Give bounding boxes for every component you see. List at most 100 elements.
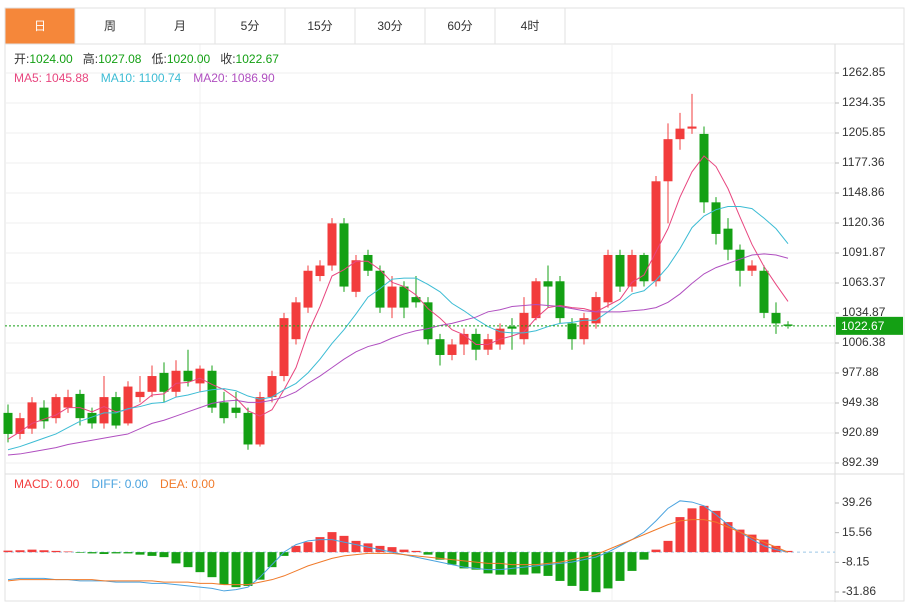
candle-body [171,370,181,392]
tab[interactable]: 15分 [284,7,356,45]
candle-body [327,223,337,266]
macd-bar [159,552,169,558]
macd-bar [255,552,265,580]
tab[interactable]: 4时 [494,7,566,45]
macd-bar [75,552,85,553]
macd-bar [291,545,301,553]
ohlc-info: 开:1024.00 高:1027.08 低:1020.00 收:1022.67 [14,51,279,66]
macd-bar [15,550,25,553]
macd-bar [459,552,469,569]
candle-body [387,286,397,308]
candle-body [411,297,421,303]
candle-body [723,228,733,250]
last-price-label: 1022.67 [841,319,885,333]
y-tick-label: -8.15 [842,555,870,569]
candle-body [591,297,601,324]
candle-body [267,376,277,398]
candle-body [135,391,145,398]
y-tick-label: 1006.38 [842,335,886,349]
tab-label: 5分 [241,19,260,33]
macd-bar [519,552,529,575]
candle-body [771,312,781,324]
candle-body [243,412,253,445]
macd-bar [375,545,385,553]
y-tick-label: 1063.37 [842,275,886,289]
macd-bar [507,552,517,575]
candle-body [435,339,445,355]
legend-entry: MACD: 0.00 [14,477,80,491]
macd-bar [783,550,793,553]
macd-bar [435,552,445,560]
macd-bar [303,542,313,553]
candle-body [423,302,433,340]
macd-bar [171,552,181,564]
macd-bar [675,517,685,553]
candle-body [63,397,73,408]
macd-bar [99,552,109,555]
candle-body [351,260,361,292]
candle-body [459,333,469,345]
macd-bar [123,552,133,554]
tab[interactable]: 30分 [354,7,426,45]
legend-entry: DEA: 0.00 [160,477,215,491]
tab[interactable]: 日 [4,7,76,45]
tab[interactable]: 60分 [424,7,496,45]
macd-bar [735,529,745,553]
macd-bar [771,545,781,553]
macd-bar [579,552,589,591]
info-value: 1022.67 [236,52,280,66]
macd-bar [63,551,73,553]
candle-body [531,281,541,319]
candle-body [603,254,613,303]
macd-bar [627,552,637,571]
macd-bar [315,537,325,553]
candle-body [783,324,793,326]
candle-body [471,333,481,350]
tab[interactable]: 5分 [214,7,286,45]
tab-bg [74,7,146,45]
candle-body [363,254,373,271]
info-value: 1020.00 [167,52,211,66]
macd-bar [279,552,289,556]
candle-body [711,202,721,234]
macd-bar [555,552,565,581]
macd-bar [207,552,217,578]
tab[interactable]: 周 [74,7,146,45]
legend: MACD: 0.00 DIFF: 0.00 DEA: 0.00 [14,477,215,491]
y-tick-label: 977.88 [842,365,879,379]
tab[interactable]: 月 [144,7,216,45]
macd-bar [699,505,709,553]
candle-body [339,223,349,287]
y-tick-label: 1120.36 [842,215,885,229]
macd-bar [447,552,457,565]
y-tick-label: -31.86 [842,584,876,598]
macd-bar [147,552,157,556]
macd-bar [135,552,145,555]
candle-body [519,312,529,340]
candle-body [123,386,133,424]
candle-body [699,133,709,203]
macd-bar [51,550,61,553]
macd-bar [363,543,373,553]
macd-bar [639,552,649,560]
candle-body [207,370,217,408]
macd-bar [651,549,661,553]
macd-bar [3,550,13,553]
candle-body [303,270,313,308]
candle-body [315,265,325,277]
info-label: 高: [83,51,98,66]
candle-body [399,286,409,308]
tab-label: 15分 [307,19,332,33]
macd-bar [615,552,625,581]
y-tick-label: 1148.86 [842,185,885,199]
tab-bg [214,7,286,45]
macd-bar [87,552,97,554]
tab-label: 日 [34,19,46,33]
candle-body [219,402,229,419]
candle-body [195,368,205,384]
macd-bar [687,508,697,553]
y-tick-label: 1177.36 [842,155,885,169]
info-value: 1024.00 [29,52,73,66]
candle-body [543,281,553,287]
